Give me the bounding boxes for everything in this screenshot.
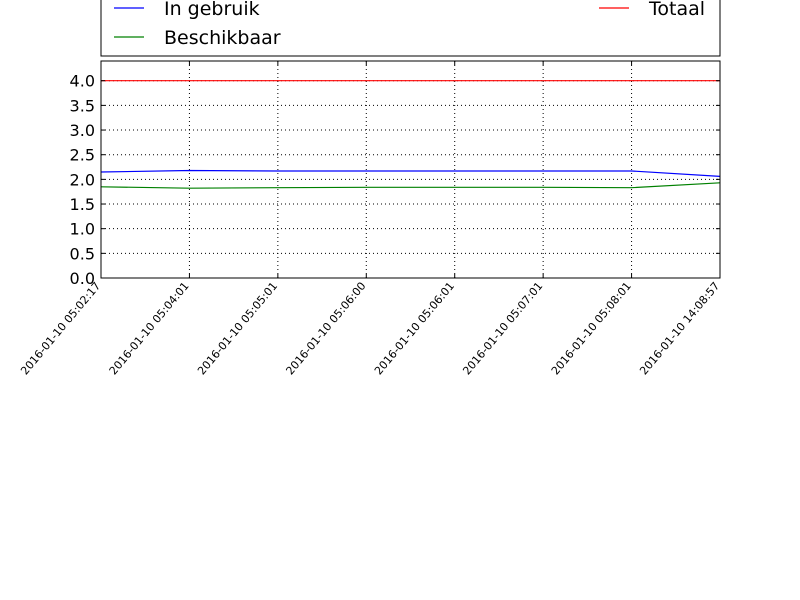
legend-label: Beschikbaar <box>164 27 281 49</box>
y-tick-label: 1.0 <box>70 220 95 239</box>
y-tick-label: 3.0 <box>70 121 95 140</box>
y-tick-label: 0.0 <box>70 269 95 288</box>
legend-item: Beschikbaar <box>114 27 281 49</box>
y-tick-label: 4.0 <box>70 72 95 91</box>
y-tick-label: 2.5 <box>70 146 95 165</box>
legend-label: In gebruik <box>164 0 260 20</box>
y-tick-label: 0.5 <box>70 244 95 263</box>
plot-frame <box>100 60 721 279</box>
legend: In gebruik Beschikbaar Totaal <box>100 0 721 57</box>
y-tick-label: 3.5 <box>70 96 95 115</box>
legend-item: Totaal <box>599 0 705 20</box>
series-line-beschikbaar <box>100 182 721 189</box>
legend-box <box>100 0 721 57</box>
y-tick-label: 1.5 <box>70 195 95 214</box>
y-tick-label: 2.0 <box>70 170 95 189</box>
legend-label: Totaal <box>648 0 705 20</box>
series-line-in-gebruik <box>100 169 721 177</box>
legend-item: In gebruik <box>114 0 260 20</box>
